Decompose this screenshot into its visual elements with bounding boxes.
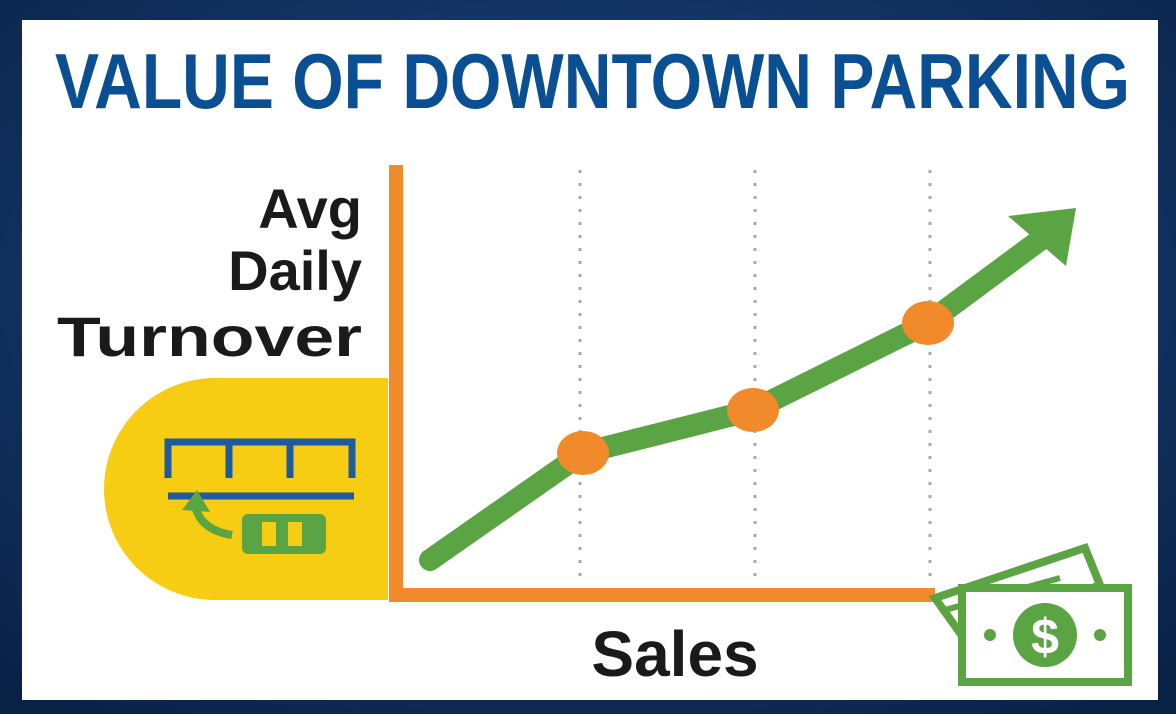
bill-dot <box>984 629 996 641</box>
point-marker <box>902 301 954 345</box>
y-axis-label-line: Avg <box>258 177 362 240</box>
car-icon <box>242 514 326 554</box>
guide-lines <box>578 170 932 578</box>
y-label-badge <box>104 378 388 600</box>
y-axis-label-line: Daily <box>228 239 362 302</box>
title: VALUE OF DOWNTOWN PARKING <box>55 37 1130 125</box>
point-marker <box>727 388 779 432</box>
parking-bay <box>164 438 356 478</box>
bill-dot <box>1094 629 1106 641</box>
bill-coin <box>1013 603 1077 667</box>
y-axis-label-line: Turnover <box>57 305 362 368</box>
money-icon: $ <box>928 543 1132 686</box>
car-window <box>262 522 276 546</box>
x-axis-label: Sales <box>591 618 758 690</box>
dollar-sign: $ <box>1031 609 1059 665</box>
turn-arrow-head <box>182 490 210 512</box>
car-window <box>288 522 302 546</box>
point-marker <box>557 431 609 475</box>
axes <box>389 165 935 602</box>
trend-arrow-head <box>1008 208 1076 266</box>
